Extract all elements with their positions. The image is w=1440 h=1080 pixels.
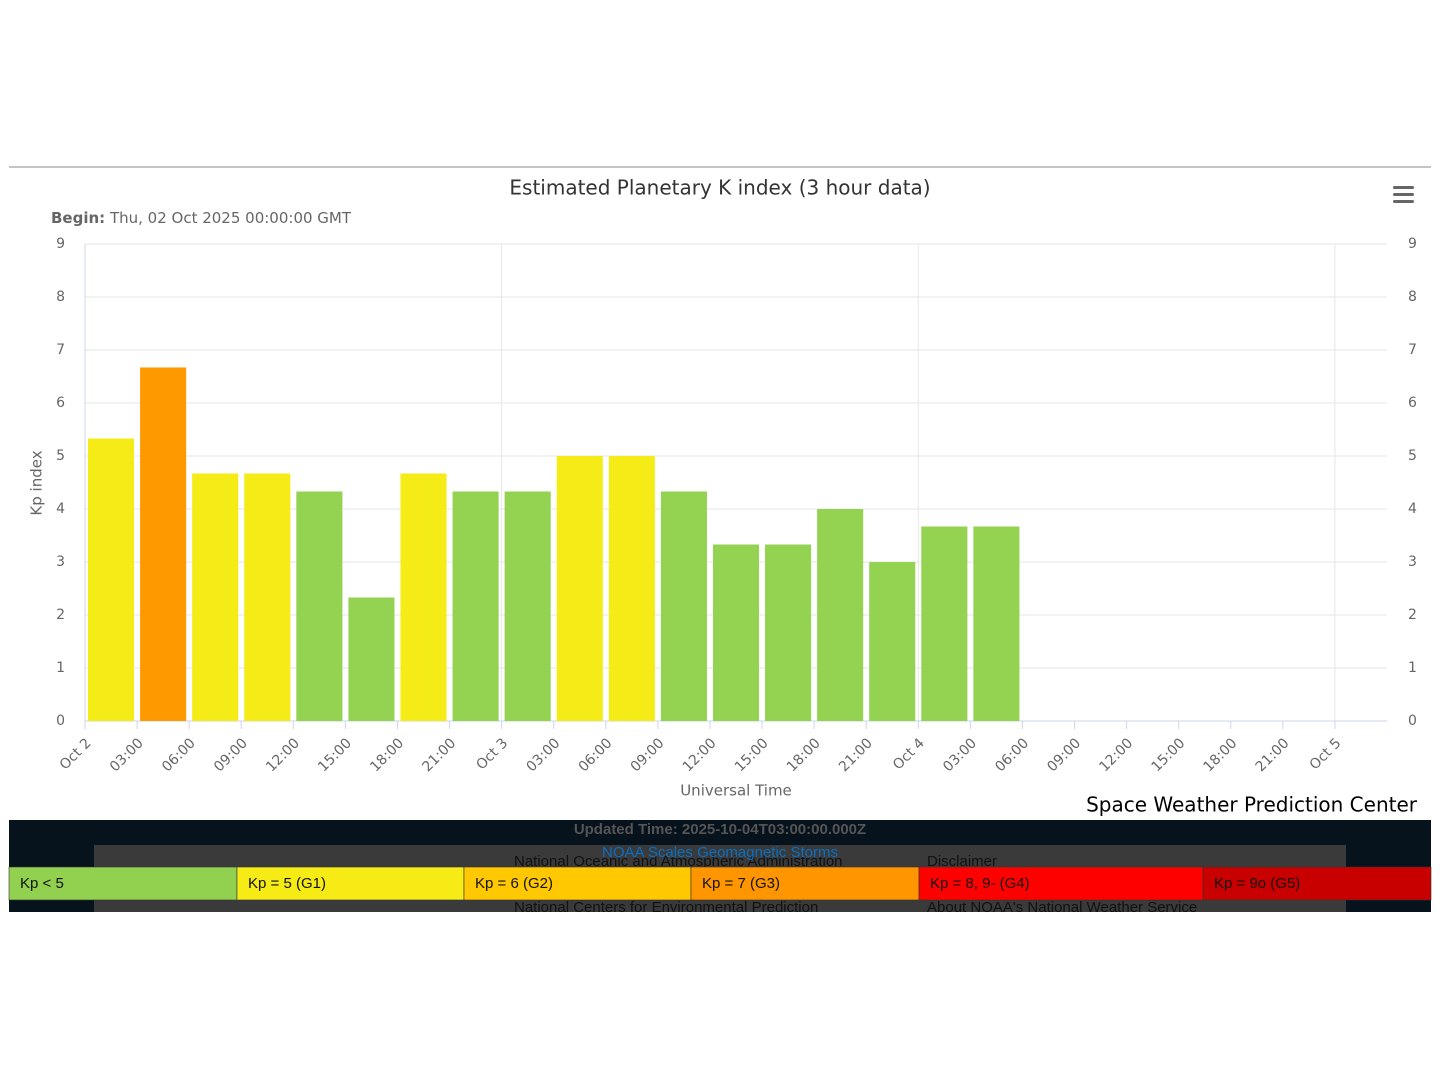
- x-tick-label: 09:00: [1044, 735, 1084, 775]
- footer-link[interactable]: National Centers for Environmental Predi…: [514, 899, 818, 916]
- y2-tick-label: 9: [1408, 236, 1417, 252]
- y-tick-label: 9: [56, 236, 65, 252]
- bar: [869, 562, 916, 721]
- bar: [608, 456, 655, 721]
- y-tick-label: 3: [56, 554, 65, 570]
- y-tick-label: 0: [56, 713, 65, 729]
- x-tick-label: 18:00: [784, 735, 824, 775]
- y2-tick-label: 0: [1408, 713, 1417, 729]
- x-tick-label: 06:00: [159, 735, 199, 775]
- x-tick-label: 21:00: [419, 735, 459, 775]
- plot: 0 1 2 3 4 5 6 7 8 9 0 1 2 3 4 5 6 7 8 9 Oct 2 03:00 06:00 09:00…: [56, 236, 1417, 775]
- x-tick-label: 12:00: [680, 735, 720, 775]
- footer-link[interactable]: Disclaimer: [927, 853, 997, 870]
- y2-tick-label: 5: [1408, 448, 1417, 464]
- x-tick-label: Oct 2: [57, 735, 95, 773]
- y-axis-title: Kp index: [28, 450, 46, 515]
- x-tick-label: 06:00: [576, 735, 616, 775]
- x-tick-label: 06:00: [992, 735, 1032, 775]
- bar: [400, 473, 447, 721]
- y-tick-label: 4: [56, 501, 65, 517]
- y2-tick-label: 6: [1408, 395, 1417, 411]
- footer-link[interactable]: NOAA Scales Geomagnetic Storms: [602, 844, 838, 861]
- updated-time: Updated Time: 2025-10-04T03:00:00.000Z: [574, 821, 866, 838]
- legend-swatch: [8, 866, 238, 901]
- footer-link[interactable]: About NOAA's National Weather Service: [927, 899, 1197, 916]
- legend-swatch: [1202, 866, 1432, 901]
- subtitle: Begin: Thu, 02 Oct 2025 00:00:00 GMT: [51, 209, 352, 227]
- legend-swatch: [918, 866, 1204, 901]
- bar: [296, 491, 343, 721]
- x-tick-label: 18:00: [367, 735, 407, 775]
- bar: [712, 544, 760, 721]
- subtitle-label: Begin:: [51, 209, 105, 227]
- x-tick-label: Oct 5: [1307, 735, 1345, 773]
- bar: [504, 491, 551, 721]
- legend-label: Kp < 5: [20, 875, 64, 892]
- legend: Kp < 5 Kp = 5 (G1) Kp = 6 (G2) Kp = 7 (G3) K…: [8, 866, 1432, 901]
- bar: [244, 473, 291, 721]
- y-tick-label: 2: [56, 607, 65, 623]
- x-axis-title: Universal Time: [680, 782, 792, 800]
- bar: [348, 597, 395, 721]
- x-tick-label: 03:00: [524, 735, 564, 775]
- menu-button[interactable]: [1393, 186, 1414, 203]
- y2-tick-label: 1: [1408, 660, 1417, 676]
- legend-label: Kp = 8, 9- (G4): [930, 875, 1030, 892]
- x-tick-label: 15:00: [315, 735, 355, 775]
- y2-tick-label: 4: [1408, 501, 1417, 517]
- bar: [921, 526, 968, 721]
- x-tick-label: Oct 4: [890, 735, 928, 773]
- y2-tick-label: 8: [1408, 289, 1417, 305]
- x-tick-label: 21:00: [836, 735, 876, 775]
- x-tick-label: 03:00: [107, 735, 147, 775]
- bar: [452, 491, 499, 721]
- x-tick-label: 15:00: [732, 735, 772, 775]
- bar: [765, 544, 812, 721]
- bar: [973, 526, 1020, 721]
- x-tick-label: Oct 3: [473, 735, 511, 773]
- legend-label: Kp = 7 (G3): [702, 875, 780, 892]
- y-tick-label: 8: [56, 289, 65, 305]
- y-tick-label: 5: [56, 448, 65, 464]
- x-tick-label: 18:00: [1201, 735, 1241, 775]
- x-tick-label: 09:00: [211, 735, 251, 775]
- y-tick-label: 7: [56, 342, 65, 358]
- x-tick-label: 09:00: [628, 735, 668, 775]
- x-tick-label: 03:00: [940, 735, 980, 775]
- chart-title: Estimated Planetary K index (3 hour data…: [509, 176, 930, 200]
- legend-label: Kp = 9o (G5): [1214, 875, 1300, 892]
- x-tick-label: 15:00: [1148, 735, 1188, 775]
- bar: [660, 491, 707, 721]
- bar: [556, 456, 603, 721]
- bar: [88, 438, 135, 721]
- legend-label: Kp = 5 (G1): [248, 875, 326, 892]
- y2-tick-label: 7: [1408, 342, 1417, 358]
- x-tick-label: 21:00: [1253, 735, 1293, 775]
- y2-tick-label: 3: [1408, 554, 1417, 570]
- footer-link[interactable]: National Oceanic and Atmospheric Adminis…: [514, 853, 843, 870]
- legend-label: Kp = 6 (G2): [475, 875, 553, 892]
- bar: [817, 509, 864, 721]
- x-tick-label: 12:00: [263, 735, 303, 775]
- credit: Space Weather Prediction Center: [1086, 793, 1418, 817]
- subtitle-text: Thu, 02 Oct 2025 00:00:00 GMT: [109, 209, 352, 227]
- bar: [192, 473, 239, 721]
- bar: [140, 367, 187, 721]
- x-tick-label: 12:00: [1096, 735, 1136, 775]
- y-tick-label: 1: [56, 660, 65, 676]
- legend-swatch: [236, 866, 465, 901]
- y-tick-label: 6: [56, 395, 65, 411]
- y2-tick-label: 2: [1408, 607, 1417, 623]
